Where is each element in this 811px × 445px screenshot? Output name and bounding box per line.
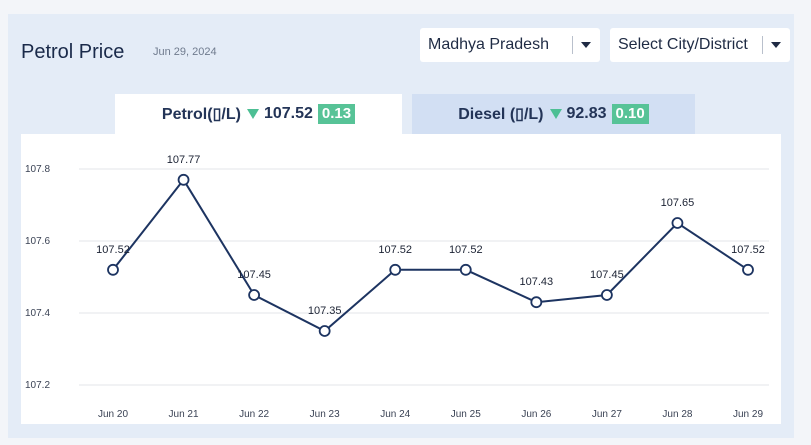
data-point [389, 263, 402, 276]
data-label: 107.52 [378, 244, 412, 256]
data-label: 107.52 [449, 244, 483, 256]
tab-diesel-label: Diesel (▯/L) [458, 106, 544, 123]
x-tick-label: Jun 21 [169, 409, 199, 420]
data-label: 107.45 [590, 269, 624, 281]
x-tick-label: Jun 26 [521, 409, 551, 420]
x-tick-label: Jun 28 [662, 409, 692, 420]
tab-diesel-change-badge: 0.10 [611, 104, 649, 124]
state-select[interactable]: Madhya Pradesh [420, 28, 600, 62]
data-label: 107.43 [520, 276, 554, 288]
state-select-value: Madhya Pradesh [428, 36, 549, 53]
y-tick-label: 107.6 [25, 236, 50, 247]
data-label: 107.52 [96, 244, 130, 256]
tab-diesel[interactable]: Diesel (▯/L) 92.83 0.10 [412, 94, 695, 134]
city-select-placeholder: Select City/District [618, 36, 748, 53]
page-title: Petrol Price [21, 41, 125, 63]
tab-diesel-value: 92.83 [566, 105, 607, 122]
data-point [530, 296, 543, 309]
y-tick-label: 107.8 [25, 164, 50, 175]
data-point [671, 217, 684, 229]
x-tick-label: Jun 20 [98, 409, 128, 420]
x-tick-label: Jun 22 [239, 409, 269, 420]
data-point [107, 263, 119, 276]
triangle-down-icon [549, 109, 562, 119]
select-separator [572, 36, 573, 54]
y-tick-label: 107.2 [25, 380, 50, 391]
y-tick-label: 107.4 [25, 308, 50, 319]
line-chart-svg: 107.2 107.4 107.6 107.8 Jun 20 Jun 21 Jun 22 Ju… [25, 154, 769, 420]
data-point [459, 263, 472, 276]
data-point [248, 289, 261, 301]
tab-petrol-value: 107.52 [263, 105, 313, 122]
data-label: 107.35 [308, 305, 342, 317]
x-tick-label: Jun 24 [380, 409, 410, 420]
data-label: 107.45 [237, 269, 271, 281]
select-separator [762, 36, 763, 54]
data-point [177, 173, 190, 186]
price-chart: 107.2 107.4 107.6 107.8 Jun 20 Jun 21 Jun 22 Ju… [21, 134, 781, 424]
tab-petrol[interactable]: Petrol(▯/L) 107.52 0.13 [115, 94, 402, 134]
x-tick-label: Jun 29 [733, 409, 763, 420]
data-point [742, 263, 754, 276]
data-label: 107.77 [167, 154, 201, 166]
tab-petrol-label: Petrol(▯/L) [161, 106, 241, 123]
series-line [112, 178, 749, 333]
triangle-down-icon [246, 109, 259, 119]
data-point [318, 325, 331, 337]
chevron-down-icon [771, 42, 781, 48]
x-tick-label: Jun 27 [592, 409, 622, 420]
data-label: 107.65 [661, 197, 695, 209]
price-date: Jun 29, 2024 [153, 46, 217, 58]
price-card: Petrol Price Jun 29, 2024 Madhya Pradesh… [8, 14, 794, 438]
city-select[interactable]: Select City/District [610, 28, 790, 62]
tab-petrol-change-badge: 0.13 [317, 104, 356, 124]
chevron-down-icon [581, 42, 591, 48]
data-label: 107.52 [731, 244, 765, 256]
x-tick-label: Jun 25 [451, 409, 481, 420]
x-tick-label: Jun 23 [310, 409, 340, 420]
data-point [600, 289, 613, 301]
